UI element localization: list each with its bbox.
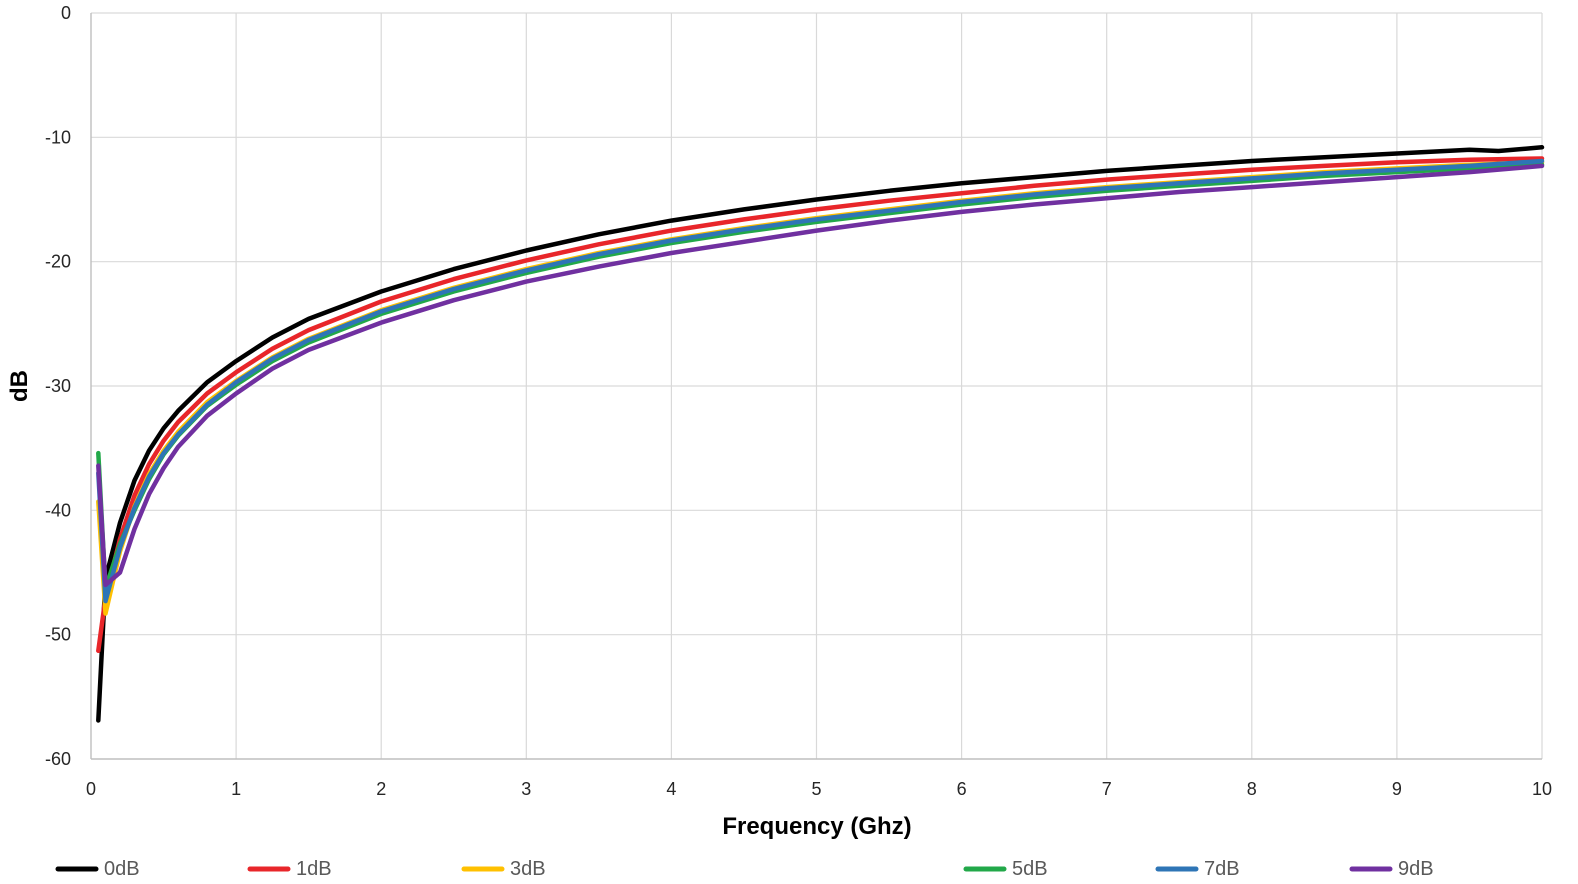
x-tick-label: 0 — [86, 779, 96, 799]
series-lines — [96, 145, 1545, 723]
gridlines — [91, 12, 1543, 759]
x-tick-label: 10 — [1532, 779, 1552, 799]
y-tick-label: -50 — [45, 625, 71, 645]
x-axis-title: Frequency (Ghz) — [722, 813, 911, 840]
legend-label-7dB: 7dB — [1204, 858, 1240, 880]
y-tick-label: 0 — [61, 3, 71, 23]
x-tick-label: 8 — [1247, 779, 1257, 799]
legend-label-9dB: 9dB — [1398, 858, 1434, 880]
y-tick-label: -40 — [45, 500, 71, 520]
plot-area — [90, 13, 1542, 760]
y-axis-ticks: 0 -10 -20 -30 -40 -50 -60 — [45, 3, 71, 769]
y-tick-label: -60 — [45, 749, 71, 769]
x-tick-label: 7 — [1102, 779, 1112, 799]
legend-label-5dB: 5dB — [1012, 858, 1048, 880]
series-line-7dB — [96, 158, 1545, 604]
x-tick-label: 9 — [1392, 779, 1402, 799]
x-tick-label: 4 — [666, 779, 676, 799]
x-tick-label: 2 — [376, 779, 386, 799]
y-axis-title: dB — [6, 370, 33, 402]
x-axis-ticks: 0 1 2 3 4 5 6 7 8 9 10 — [86, 779, 1552, 799]
x-tick-label: 3 — [521, 779, 531, 799]
y-tick-label: -20 — [45, 252, 71, 272]
series-line-9dB — [96, 163, 1545, 588]
legend-label-0dB: 0dB — [104, 858, 140, 880]
series-line-0dB — [96, 145, 1545, 723]
legend-label-3dB: 3dB — [510, 858, 546, 880]
legend: 0dB 1dB 3dB 5dB 7dB 9dB — [55, 858, 1434, 880]
legend-label-1dB: 1dB — [296, 858, 332, 880]
y-tick-label: -10 — [45, 127, 71, 147]
x-tick-label: 6 — [957, 779, 967, 799]
x-tick-label: 5 — [811, 779, 821, 799]
series-line-1dB — [96, 156, 1545, 654]
y-tick-label: -30 — [45, 376, 71, 396]
x-tick-label: 1 — [231, 779, 241, 799]
